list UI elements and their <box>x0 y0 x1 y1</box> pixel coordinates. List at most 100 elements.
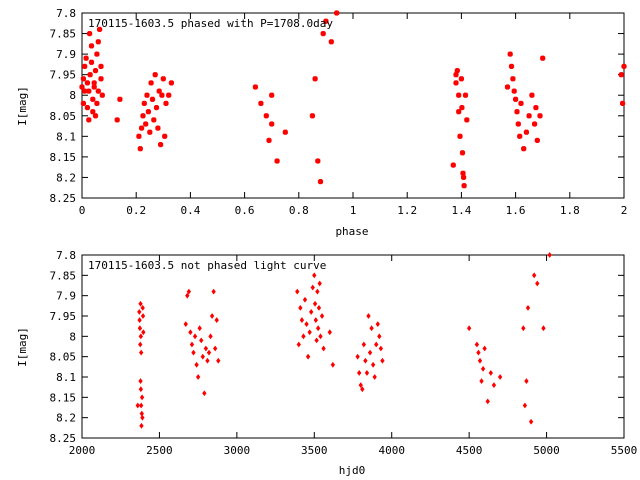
unphased-data-point <box>139 394 145 401</box>
phased-data-point <box>88 59 95 65</box>
unphased-data-point <box>191 349 196 356</box>
phased-data-point <box>618 72 624 78</box>
unphased-data-point <box>137 309 142 315</box>
phased-data-point <box>82 63 88 70</box>
phased-chart-title: 170115-1603.5 phased with P=1708.0day <box>88 17 333 30</box>
unphased-data-point <box>205 357 210 364</box>
phased-data-point <box>91 84 97 90</box>
unphased-data-point <box>360 386 365 393</box>
unphased-data-point <box>203 345 209 352</box>
phased-data-point <box>98 63 104 70</box>
phased-data-point <box>84 104 91 111</box>
unphased-y-axis-label: I[mag] <box>16 327 29 367</box>
unphased-data-point <box>367 349 373 356</box>
unphased-data-point <box>321 345 326 352</box>
unphased-data-point <box>137 325 143 332</box>
unphased-data-point <box>312 272 317 279</box>
unphased-data-point <box>363 357 368 364</box>
phased-data-point <box>94 100 100 107</box>
unphased-data-point <box>476 349 481 356</box>
phased-y-tick-label: 7.9 <box>56 48 76 61</box>
unphased-data-point <box>479 378 484 384</box>
unphased-data-point <box>138 386 144 393</box>
phased-data-point <box>457 133 463 139</box>
unphased-data-point <box>315 288 320 295</box>
unphased-data-series <box>135 252 552 429</box>
unphased-x-tick-label: 5000 <box>533 444 560 457</box>
phased-data-point <box>83 55 89 61</box>
phased-data-point <box>137 146 143 152</box>
phased-data-point <box>159 92 165 98</box>
phased-data-series <box>79 10 627 189</box>
phased-data-point <box>458 76 465 82</box>
unphased-y-tick-label: 7.85 <box>50 269 77 282</box>
phased-data-point <box>143 121 149 127</box>
unphased-data-point <box>317 280 322 287</box>
phased-data-point <box>149 96 156 102</box>
phased-x-tick-label: 0.2 <box>126 204 146 217</box>
unphased-data-point <box>209 313 215 319</box>
phased-data-point <box>514 109 520 115</box>
phased-data-point <box>114 117 120 123</box>
phased-data-point <box>90 109 96 115</box>
unphased-data-point <box>327 329 332 336</box>
unphased-data-point <box>330 361 336 368</box>
phased-data-point <box>526 113 532 119</box>
phased-data-point <box>92 67 99 74</box>
phased-x-tick-label: 1.6 <box>506 204 526 217</box>
unphased-data-point <box>200 353 205 360</box>
unphased-data-point <box>202 390 207 397</box>
unphased-data-point <box>185 292 190 299</box>
phased-y-tick-label: 8.05 <box>50 110 77 123</box>
phased-data-point <box>82 88 88 94</box>
unphased-data-point <box>138 349 144 356</box>
phased-data-point <box>138 125 145 131</box>
unphased-y-tick-label: 8.05 <box>50 351 77 364</box>
phased-x-tick-label: 1.4 <box>451 204 471 217</box>
phased-x-axis: 0 0.2 0.4 0.6 0.8 1 1.2 1.4 1.6 1.8 2 <box>79 13 627 217</box>
unphased-data-point <box>358 382 363 389</box>
unphased-data-point <box>199 337 204 344</box>
phased-data-point <box>157 141 164 148</box>
unphased-data-point <box>186 288 192 295</box>
unphased-data-point <box>375 321 380 328</box>
phased-data-point <box>266 137 272 144</box>
phased-data-point <box>166 92 172 98</box>
phased-x-tick-label: 0 <box>79 204 86 217</box>
unphased-data-point <box>138 333 144 340</box>
unphased-data-point <box>138 300 143 307</box>
phased-data-point <box>95 88 101 94</box>
phased-data-point <box>464 117 470 123</box>
unphased-data-point <box>319 313 325 319</box>
unphased-y-tick-label: 8.25 <box>50 432 77 445</box>
unphased-data-point <box>305 353 311 360</box>
phased-data-point <box>79 84 85 90</box>
phased-data-point <box>540 55 546 61</box>
unphased-y-tick-label: 7.95 <box>50 310 77 323</box>
phased-chart-panel: 7.8 7.85 7.9 7.95 8 8.05 8.1 8.15 8.2 8.25 0 0.2 0.… <box>16 7 627 238</box>
phased-data-point <box>117 96 123 102</box>
unphased-data-point <box>141 329 146 336</box>
unphased-plot-frame <box>81 254 625 439</box>
phased-data-point <box>153 104 160 111</box>
phased-data-point <box>529 92 535 98</box>
phased-data-point <box>86 30 93 37</box>
unphased-data-point <box>316 304 322 311</box>
unphased-data-point <box>366 313 371 319</box>
phased-data-point <box>459 150 466 156</box>
phased-data-point <box>619 100 626 107</box>
phased-data-point <box>320 30 326 37</box>
phased-data-point <box>162 133 168 139</box>
phased-data-point <box>80 100 87 107</box>
unphased-data-point <box>372 374 377 380</box>
phased-data-point <box>510 76 516 82</box>
phased-data-point <box>453 80 459 86</box>
phased-data-point <box>328 39 334 45</box>
unphased-x-axis-label: hjd0 <box>339 464 366 477</box>
phased-data-point <box>269 92 275 98</box>
phased-data-point <box>136 133 142 139</box>
unphased-data-point <box>378 345 384 352</box>
phased-data-point <box>334 10 340 16</box>
unphased-data-point <box>482 345 487 352</box>
phased-data-point <box>96 26 103 33</box>
